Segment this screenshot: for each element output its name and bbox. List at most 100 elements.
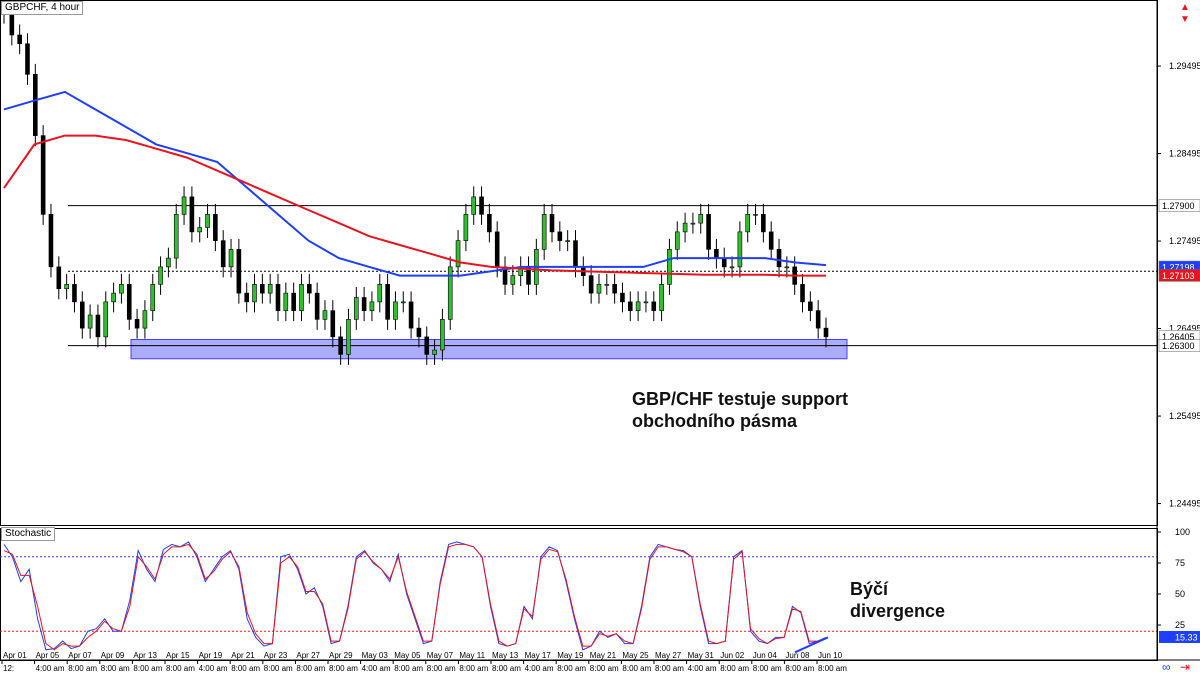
time-sub-label: 8:00 am — [394, 664, 423, 673]
candle-body — [510, 275, 516, 285]
time-label: Jun 10 — [818, 651, 843, 660]
candle-body — [596, 284, 602, 294]
price-tag — [1158, 199, 1200, 212]
time-sub-label: 4:00 am — [199, 664, 228, 673]
time-sub-label: 8:00 am — [231, 664, 260, 673]
candle-body — [72, 284, 77, 303]
candle-body — [25, 43, 30, 75]
candle-body — [119, 284, 124, 294]
time-label: May 11 — [459, 651, 485, 660]
time-sub-label: 4:00 am — [36, 664, 65, 673]
time-label: Apr 13 — [133, 651, 157, 660]
candle-body — [150, 284, 156, 311]
candle-body — [808, 301, 813, 311]
time-sub-label: 8:00 am — [427, 664, 456, 673]
ma-line-red — [3, 134, 826, 277]
divergence-line — [794, 636, 829, 654]
price-tag-label: 1.26300 — [1162, 341, 1195, 351]
candle-body — [299, 284, 304, 311]
candle-body — [307, 284, 312, 294]
time-label: Jun 02 — [720, 651, 745, 660]
time-sub-label: 4:00 am — [525, 664, 554, 673]
scroll-down-icon[interactable]: ▼ — [1180, 14, 1190, 25]
stoch-value-tag — [1159, 630, 1200, 643]
price-tag-label: 1.27103 — [1162, 271, 1195, 281]
price-tick-label: 1.29495 — [1169, 61, 1200, 71]
price-tick-label: 1.27495 — [1169, 236, 1200, 246]
candle-body — [549, 214, 555, 233]
candle-body — [455, 240, 461, 268]
time-sub-label: 8:00 am — [101, 664, 130, 673]
candle-body — [260, 284, 265, 294]
time-sub-label: 8:00 am — [785, 664, 814, 673]
candle-body — [487, 214, 492, 233]
corner-icon-arrow[interactable]: ⇥ — [1180, 660, 1191, 674]
candle-body — [471, 196, 477, 215]
corner-icon-link[interactable]: ∞ — [1162, 660, 1171, 674]
candle-body — [377, 284, 383, 303]
candle-body — [197, 227, 203, 233]
candle-body — [565, 240, 570, 242]
stochastic-annotation: Býčí divergence — [850, 579, 946, 621]
candle-body — [753, 214, 758, 216]
candle-body — [463, 214, 469, 241]
candle-body — [205, 214, 210, 228]
time-sub-label: 8:00 am — [720, 664, 749, 673]
time-sub-label: 8:00 am — [296, 664, 325, 673]
time-label: Apr 05 — [36, 651, 60, 660]
candle-body — [48, 214, 54, 268]
candle-body — [17, 34, 22, 45]
time-sub-label: 8:00 am — [557, 664, 586, 673]
time-sub-label: 4:00 am — [362, 664, 391, 673]
candle-body — [424, 336, 430, 355]
price-tick-label: 1.24495 — [1169, 499, 1200, 509]
candle-body — [667, 249, 672, 285]
candle-body — [236, 249, 242, 294]
price-tag — [1158, 269, 1200, 282]
time-label: Apr 21 — [231, 651, 255, 660]
time-label: Apr 09 — [101, 651, 125, 660]
candle-body — [651, 301, 657, 311]
candle-body — [79, 301, 85, 329]
candle-body — [627, 301, 633, 311]
price-tick-label: 1.28495 — [1169, 149, 1200, 159]
candle-body — [682, 222, 688, 233]
candle-body — [291, 292, 296, 311]
price-tag-label: 1.26405 — [1162, 332, 1195, 342]
candle-body — [228, 249, 234, 268]
time-label: Jun 08 — [785, 651, 810, 660]
stoch-tick-label: 50 — [1175, 589, 1185, 599]
candle-body — [166, 257, 171, 268]
time-label: May 05 — [394, 651, 421, 660]
candle-body — [244, 292, 249, 303]
ma-line-blue — [3, 90, 827, 277]
time-label: Jun 04 — [753, 651, 778, 660]
scroll-up-icon[interactable]: ▲ — [1180, 2, 1190, 13]
candle-body — [776, 249, 782, 268]
candle-body — [604, 284, 610, 286]
candle-body — [800, 284, 805, 303]
time-sub-label: 8:00 am — [68, 664, 97, 673]
candle-body — [714, 249, 719, 259]
candle-body — [252, 284, 257, 303]
candle-body — [588, 275, 594, 294]
candle-body — [823, 327, 829, 338]
price-panel[interactable] — [0, 0, 1158, 526]
time-label: May 31 — [688, 651, 715, 660]
candle-body — [674, 231, 680, 250]
price-tick-label: 1.25495 — [1169, 411, 1200, 421]
candle-body — [56, 266, 62, 290]
candle-body — [385, 284, 390, 320]
price-tag-label: 1.27900 — [1162, 201, 1195, 211]
candle-body — [447, 266, 453, 320]
price-tick-label: 1.26495 — [1169, 324, 1200, 334]
candle-body — [353, 297, 359, 320]
time-sub-label: 8:00 am — [753, 664, 782, 673]
candle-body — [761, 214, 766, 233]
candle-body — [142, 310, 148, 329]
candle-body — [745, 214, 751, 233]
support-zone — [130, 339, 848, 360]
candle-body — [729, 266, 735, 269]
